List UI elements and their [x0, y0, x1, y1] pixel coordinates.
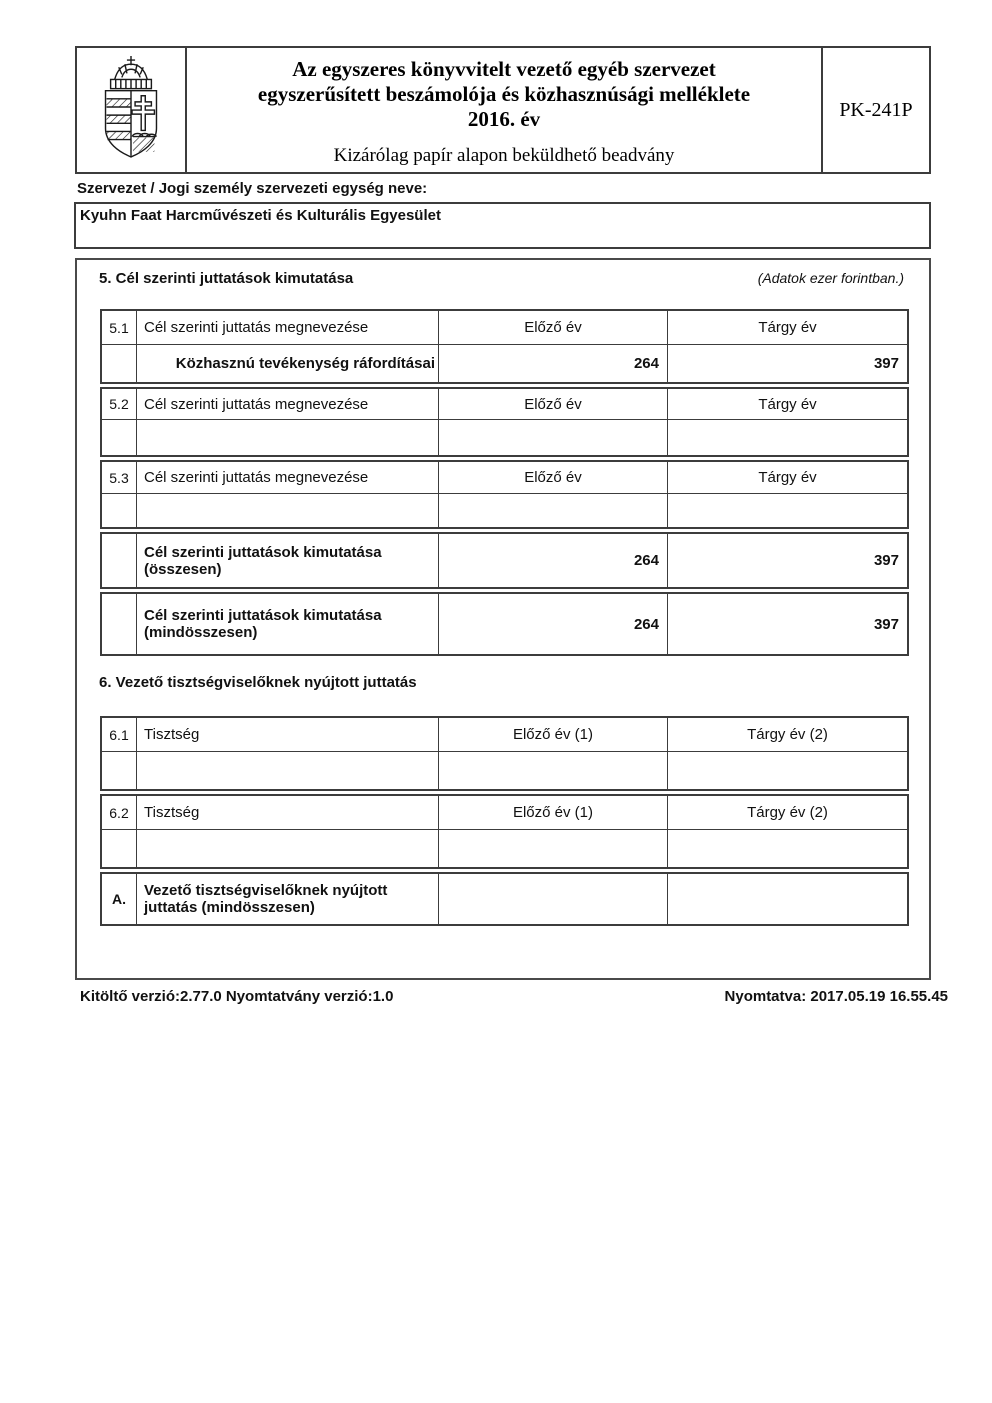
table-row	[102, 419, 907, 455]
title-line-3: 2016. év	[467, 107, 541, 131]
col-header-prev-year: Előző év	[439, 462, 668, 493]
row-label: Cél szerinti juttatás megnevezése	[137, 311, 439, 344]
prev-year-value	[439, 874, 668, 924]
table-row: 5.1 Cél szerinti juttatás megnevezése El…	[102, 311, 907, 344]
table-row: 5.3 Cél szerinti juttatás megnevezése El…	[102, 462, 907, 493]
prev-year-value	[439, 494, 668, 527]
document-title: Az egyszeres könyvvitelt vezető egyéb sz…	[187, 57, 821, 132]
col-header-prev-year: Előző év	[439, 311, 668, 344]
target-year-value	[668, 752, 907, 789]
section6-title: 6. Vezető tisztségviselőknek nyújtott ju…	[99, 674, 417, 691]
form-code: PK-241P	[821, 48, 929, 172]
target-year-value	[668, 830, 907, 867]
prev-year-value	[439, 830, 668, 867]
table-row: Cél szerinti juttatások kimutatása (össz…	[102, 534, 907, 587]
logo-cell	[77, 48, 187, 172]
hungary-coat-of-arms-icon	[91, 55, 171, 166]
empty-cell	[102, 534, 137, 587]
footer-print-timestamp: Nyomtatva: 2017.05.19 16.55.45	[724, 988, 948, 1005]
col-header-target-year: Tárgy év	[758, 469, 817, 486]
col-header-target-year: Tárgy év	[758, 395, 817, 413]
col-header-target-year: Tárgy év	[758, 319, 817, 336]
prev-year-value: 264	[439, 345, 668, 382]
row-number: 5.1	[102, 311, 137, 344]
target-year-value: 397	[873, 552, 899, 569]
target-year-value: 397	[873, 355, 899, 372]
table-row: Cél szerinti juttatások kimutatása (mind…	[102, 594, 907, 654]
table-row: 5.2 Cél szerinti juttatás megnevezése El…	[102, 389, 907, 419]
prev-year-value	[439, 752, 668, 789]
value-label	[137, 752, 439, 789]
section6-tables: 6.1 Tisztség Előző év (1) Tárgy év (2) 6…	[100, 716, 909, 926]
row-label: Cél szerinti juttatás megnevezése	[137, 389, 439, 419]
empty-cell	[102, 494, 137, 527]
table-row: A. Vezető tisztségviselőknek nyújtott ju…	[102, 874, 907, 924]
table-group-grand-total: Cél szerinti juttatások kimutatása (mind…	[100, 592, 909, 656]
value-label: Közhasznú tevékenység ráfordításai	[137, 345, 439, 382]
table-row	[102, 829, 907, 867]
table-group-a-total: A. Vezető tisztségviselőknek nyújtott ju…	[100, 872, 909, 926]
target-year-value	[668, 420, 907, 455]
target-year-value: 397	[873, 615, 899, 633]
empty-cell	[102, 594, 137, 654]
footer-version-info: Kitöltő verzió:2.77.0 Nyomtatvány verzió…	[80, 988, 394, 1005]
title-line-1: Az egyszeres könyvvitelt vezető egyéb sz…	[292, 57, 716, 81]
a-total-label: Vezető tisztségviselőknek nyújtott jutta…	[137, 874, 439, 924]
target-year-value	[668, 494, 907, 527]
total-label: Cél szerinti juttatások kimutatása (össz…	[137, 534, 439, 587]
empty-cell	[102, 345, 137, 382]
table-group-5-3: 5.3 Cél szerinti juttatás megnevezése El…	[100, 460, 909, 529]
section5-tables: 5.1 Cél szerinti juttatás megnevezése El…	[100, 309, 909, 656]
table-row	[102, 493, 907, 527]
form-header: Az egyszeres könyvvitelt vezető egyéb sz…	[75, 46, 931, 174]
page-footer: Kitöltő verzió:2.77.0 Nyomtatvány verzió…	[75, 988, 948, 1005]
empty-cell	[102, 420, 137, 455]
section5-title: 5. Cél szerinti juttatások kimutatása	[99, 270, 354, 287]
col-header-target-year: Tárgy év (2)	[747, 804, 828, 821]
table-row: Közhasznú tevékenység ráfordításai 264 3…	[102, 344, 907, 382]
table-group-total: Cél szerinti juttatások kimutatása (össz…	[100, 532, 909, 589]
section5-title-row: 5. Cél szerinti juttatások kimutatása (A…	[99, 270, 904, 287]
row-number: A.	[102, 874, 137, 924]
table-group-5-2: 5.2 Cél szerinti juttatás megnevezése El…	[100, 387, 909, 457]
value-label	[137, 494, 439, 527]
row-number: 6.1	[102, 718, 137, 751]
prev-year-value: 264	[439, 534, 668, 587]
table-row	[102, 751, 907, 789]
title-line-2: egyszerűsített beszámolója és közhasznús…	[257, 82, 751, 106]
document-subtitle: Kizárólag papír alapon beküldhető beadvá…	[333, 145, 675, 166]
grand-total-label: Cél szerinti juttatások kimutatása (mind…	[137, 594, 439, 654]
table-group-6-2: 6.2 Tisztség Előző év (1) Tárgy év (2)	[100, 794, 909, 869]
empty-cell	[102, 830, 137, 867]
prev-year-value: 264	[439, 594, 668, 654]
table-row: 6.2 Tisztség Előző év (1) Tárgy év (2)	[102, 796, 907, 829]
table-group-5-1: 5.1 Cél szerinti juttatás megnevezése El…	[100, 309, 909, 384]
units-note: (Adatok ezer forintban.)	[757, 270, 904, 286]
col-header-prev-year: Előző év (1)	[439, 718, 668, 751]
col-header-prev-year: Előző év (1)	[439, 796, 668, 829]
row-number: 5.3	[102, 462, 137, 493]
row-label: Tisztség	[137, 718, 439, 751]
form-body-box: 5. Cél szerinti juttatások kimutatása (A…	[75, 258, 931, 980]
title-cell: Az egyszeres könyvvitelt vezető egyéb sz…	[187, 48, 821, 172]
org-name-label: Szervezet / Jogi személy szervezeti egys…	[77, 180, 428, 197]
row-label: Cél szerinti juttatás megnevezése	[137, 462, 439, 493]
row-label: Tisztség	[137, 796, 439, 829]
table-group-6-1: 6.1 Tisztség Előző év (1) Tárgy év (2)	[100, 716, 909, 791]
value-label	[137, 420, 439, 455]
target-year-value	[668, 874, 907, 924]
org-name-field: Kyuhn Faat Harcművészeti és Kulturális E…	[74, 202, 931, 249]
prev-year-value	[439, 420, 668, 455]
empty-cell	[102, 752, 137, 789]
table-row: 6.1 Tisztség Előző év (1) Tárgy év (2)	[102, 718, 907, 751]
col-header-target-year: Tárgy év (2)	[747, 726, 828, 743]
col-header-prev-year: Előző év	[439, 389, 668, 419]
row-number: 6.2	[102, 796, 137, 829]
value-label	[137, 830, 439, 867]
row-number: 5.2	[102, 389, 137, 419]
